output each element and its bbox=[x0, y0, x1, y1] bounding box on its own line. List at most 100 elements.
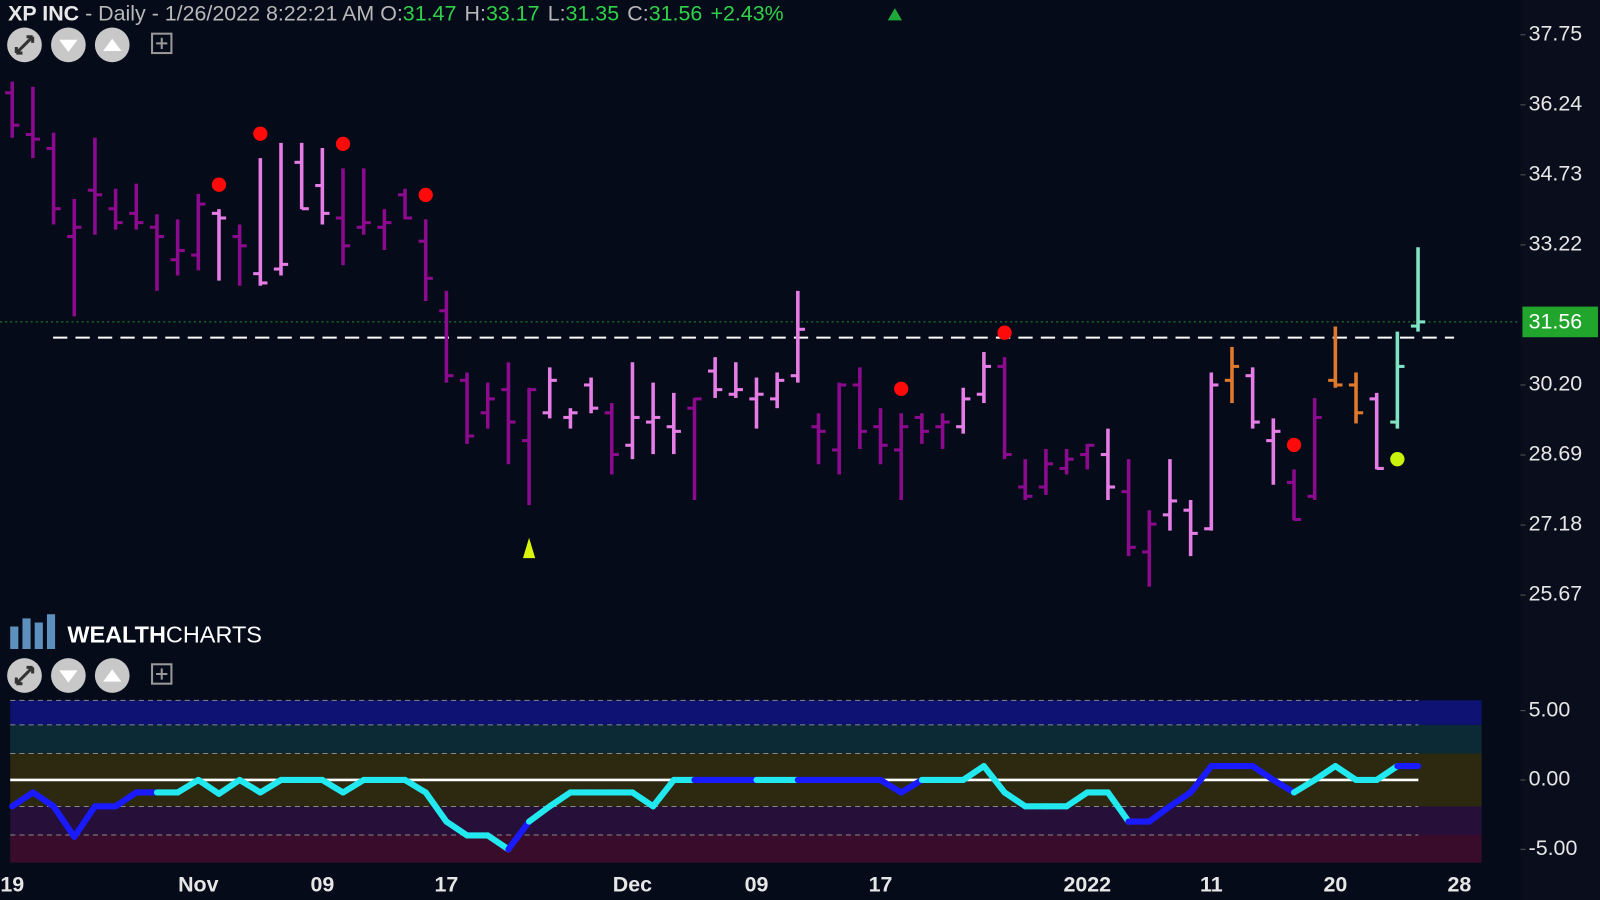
change-value: +2.43% bbox=[710, 1, 783, 25]
up-icon bbox=[103, 38, 122, 52]
oscillator-segment bbox=[1146, 803, 1174, 825]
y-tick-label: 27.18 bbox=[1529, 512, 1583, 536]
add-button[interactable] bbox=[151, 663, 173, 685]
watermark-light: CHARTS bbox=[166, 622, 262, 648]
oscillator-segment bbox=[1249, 763, 1277, 784]
x-tick-label: 09 bbox=[745, 872, 769, 896]
oscillator-band bbox=[10, 806, 1482, 836]
y-tick-label: 34.73 bbox=[1529, 162, 1583, 186]
oscillator-segment bbox=[195, 776, 223, 797]
oscillator-segment bbox=[71, 803, 99, 840]
oscillator-segment bbox=[526, 803, 553, 825]
sell-signal bbox=[1286, 437, 1302, 453]
watermark-bold: WEALTH bbox=[67, 622, 166, 648]
sell-signal bbox=[894, 381, 909, 396]
oscillator-segment bbox=[960, 763, 987, 784]
sell-signal bbox=[418, 187, 433, 203]
oscillator-segment bbox=[422, 789, 450, 825]
header: XP INC - Daily - 1/26/2022 8:22:21 AM O:… bbox=[8, 1, 783, 25]
oscillator-segment bbox=[629, 789, 657, 810]
oscillator-segment bbox=[980, 763, 1008, 796]
toolbar-bottom bbox=[7, 658, 173, 693]
alert-signal bbox=[1390, 452, 1405, 467]
oscillator-segment bbox=[401, 776, 429, 796]
x-tick-label: 2022 bbox=[1063, 872, 1111, 896]
expand-icon bbox=[14, 665, 35, 686]
oscillator-segment bbox=[898, 776, 925, 796]
oscillator-segment bbox=[1166, 789, 1194, 810]
high-label: H: bbox=[465, 1, 486, 25]
buy-signal bbox=[522, 537, 536, 559]
oscillator-band bbox=[10, 835, 1482, 863]
oscillator-segment bbox=[339, 776, 367, 796]
watermark: WEALTHCHARTS bbox=[10, 614, 262, 649]
plot-layer: 37.75 36.24 34.73 33.22 30.20 28.69 27.18 25.67… bbox=[0, 21, 1598, 896]
oscillator-segment bbox=[1104, 789, 1132, 825]
x-tick-label: 17 bbox=[434, 872, 458, 896]
oscillator-segment bbox=[319, 776, 347, 796]
y-tick-label: 37.75 bbox=[1529, 21, 1583, 45]
close-value: 31.56 bbox=[649, 1, 703, 25]
y-tick-label: 30.20 bbox=[1529, 372, 1583, 396]
x-tick-label: Nov bbox=[178, 872, 219, 896]
oscillator-segment bbox=[1063, 789, 1091, 810]
up-arrow bbox=[887, 8, 903, 21]
symbol: XP INC bbox=[8, 1, 79, 25]
y-tick-label: 0.00 bbox=[1529, 767, 1571, 791]
oscillator-segment bbox=[215, 776, 243, 797]
add-button[interactable] bbox=[151, 32, 173, 55]
down-icon bbox=[59, 39, 78, 53]
toolbar-top bbox=[7, 27, 173, 63]
oscillator-segment bbox=[112, 789, 140, 810]
sell-signal bbox=[253, 126, 268, 141]
oscillator-segment bbox=[505, 818, 533, 853]
oscillator-segment bbox=[650, 776, 677, 810]
oscillator-segment bbox=[236, 776, 264, 796]
oscillator-segment bbox=[1290, 776, 1318, 796]
x-tick-label: 11 bbox=[1200, 872, 1223, 896]
oscillator-segment bbox=[484, 832, 512, 853]
oscillator-segment bbox=[877, 776, 905, 796]
oscillator-segment bbox=[29, 789, 57, 810]
low-label: L: bbox=[548, 1, 566, 25]
oscillator-segment bbox=[50, 803, 78, 840]
open-label: O: bbox=[380, 1, 403, 25]
y-tick-label: -5.00 bbox=[1529, 836, 1578, 860]
x-tick-label: 09 bbox=[310, 872, 334, 896]
oscillator-band bbox=[10, 700, 1482, 725]
oscillator-segment bbox=[1001, 789, 1029, 810]
open-value: 31.47 bbox=[403, 1, 457, 25]
oscillator-segment bbox=[1373, 763, 1401, 784]
expand-icon bbox=[14, 35, 35, 55]
oscillator-segment bbox=[1311, 763, 1339, 784]
oscillator-segment bbox=[9, 789, 36, 810]
y-tick-label: 36.24 bbox=[1529, 91, 1583, 115]
watermark-text: WEALTHCHARTS bbox=[67, 622, 262, 648]
sell-signal bbox=[211, 177, 227, 192]
y-tick-label: 28.69 bbox=[1529, 442, 1583, 466]
info: - Daily - 1/26/2022 8:22:21 AM bbox=[79, 1, 380, 25]
y-tick-label: 25.67 bbox=[1529, 582, 1583, 606]
oscillator-segment bbox=[1187, 763, 1215, 796]
y-tick-label: 33.22 bbox=[1529, 232, 1583, 256]
sell-signal bbox=[335, 136, 351, 152]
logo bbox=[10, 614, 56, 649]
x-tick-label: 28 bbox=[1447, 872, 1471, 896]
last-price-label: 31.56 bbox=[1529, 310, 1583, 334]
oscillator-segment bbox=[546, 789, 574, 810]
high-value: 33.17 bbox=[486, 1, 540, 25]
x-tick-label: 17 bbox=[869, 872, 893, 896]
sell-signal bbox=[997, 325, 1012, 340]
x-tick-label: 20 bbox=[1323, 872, 1347, 896]
add-icon bbox=[156, 668, 168, 680]
oscillator-segment bbox=[257, 776, 285, 796]
x-tick-label: 19 bbox=[0, 872, 24, 896]
oscillator-segment bbox=[1270, 776, 1298, 796]
oscillator-band bbox=[10, 724, 1482, 754]
low-value: 31.35 bbox=[566, 1, 620, 25]
down-icon bbox=[59, 670, 78, 683]
add-icon bbox=[156, 37, 168, 49]
up-icon bbox=[103, 669, 122, 682]
oscillator-segment bbox=[443, 818, 471, 839]
